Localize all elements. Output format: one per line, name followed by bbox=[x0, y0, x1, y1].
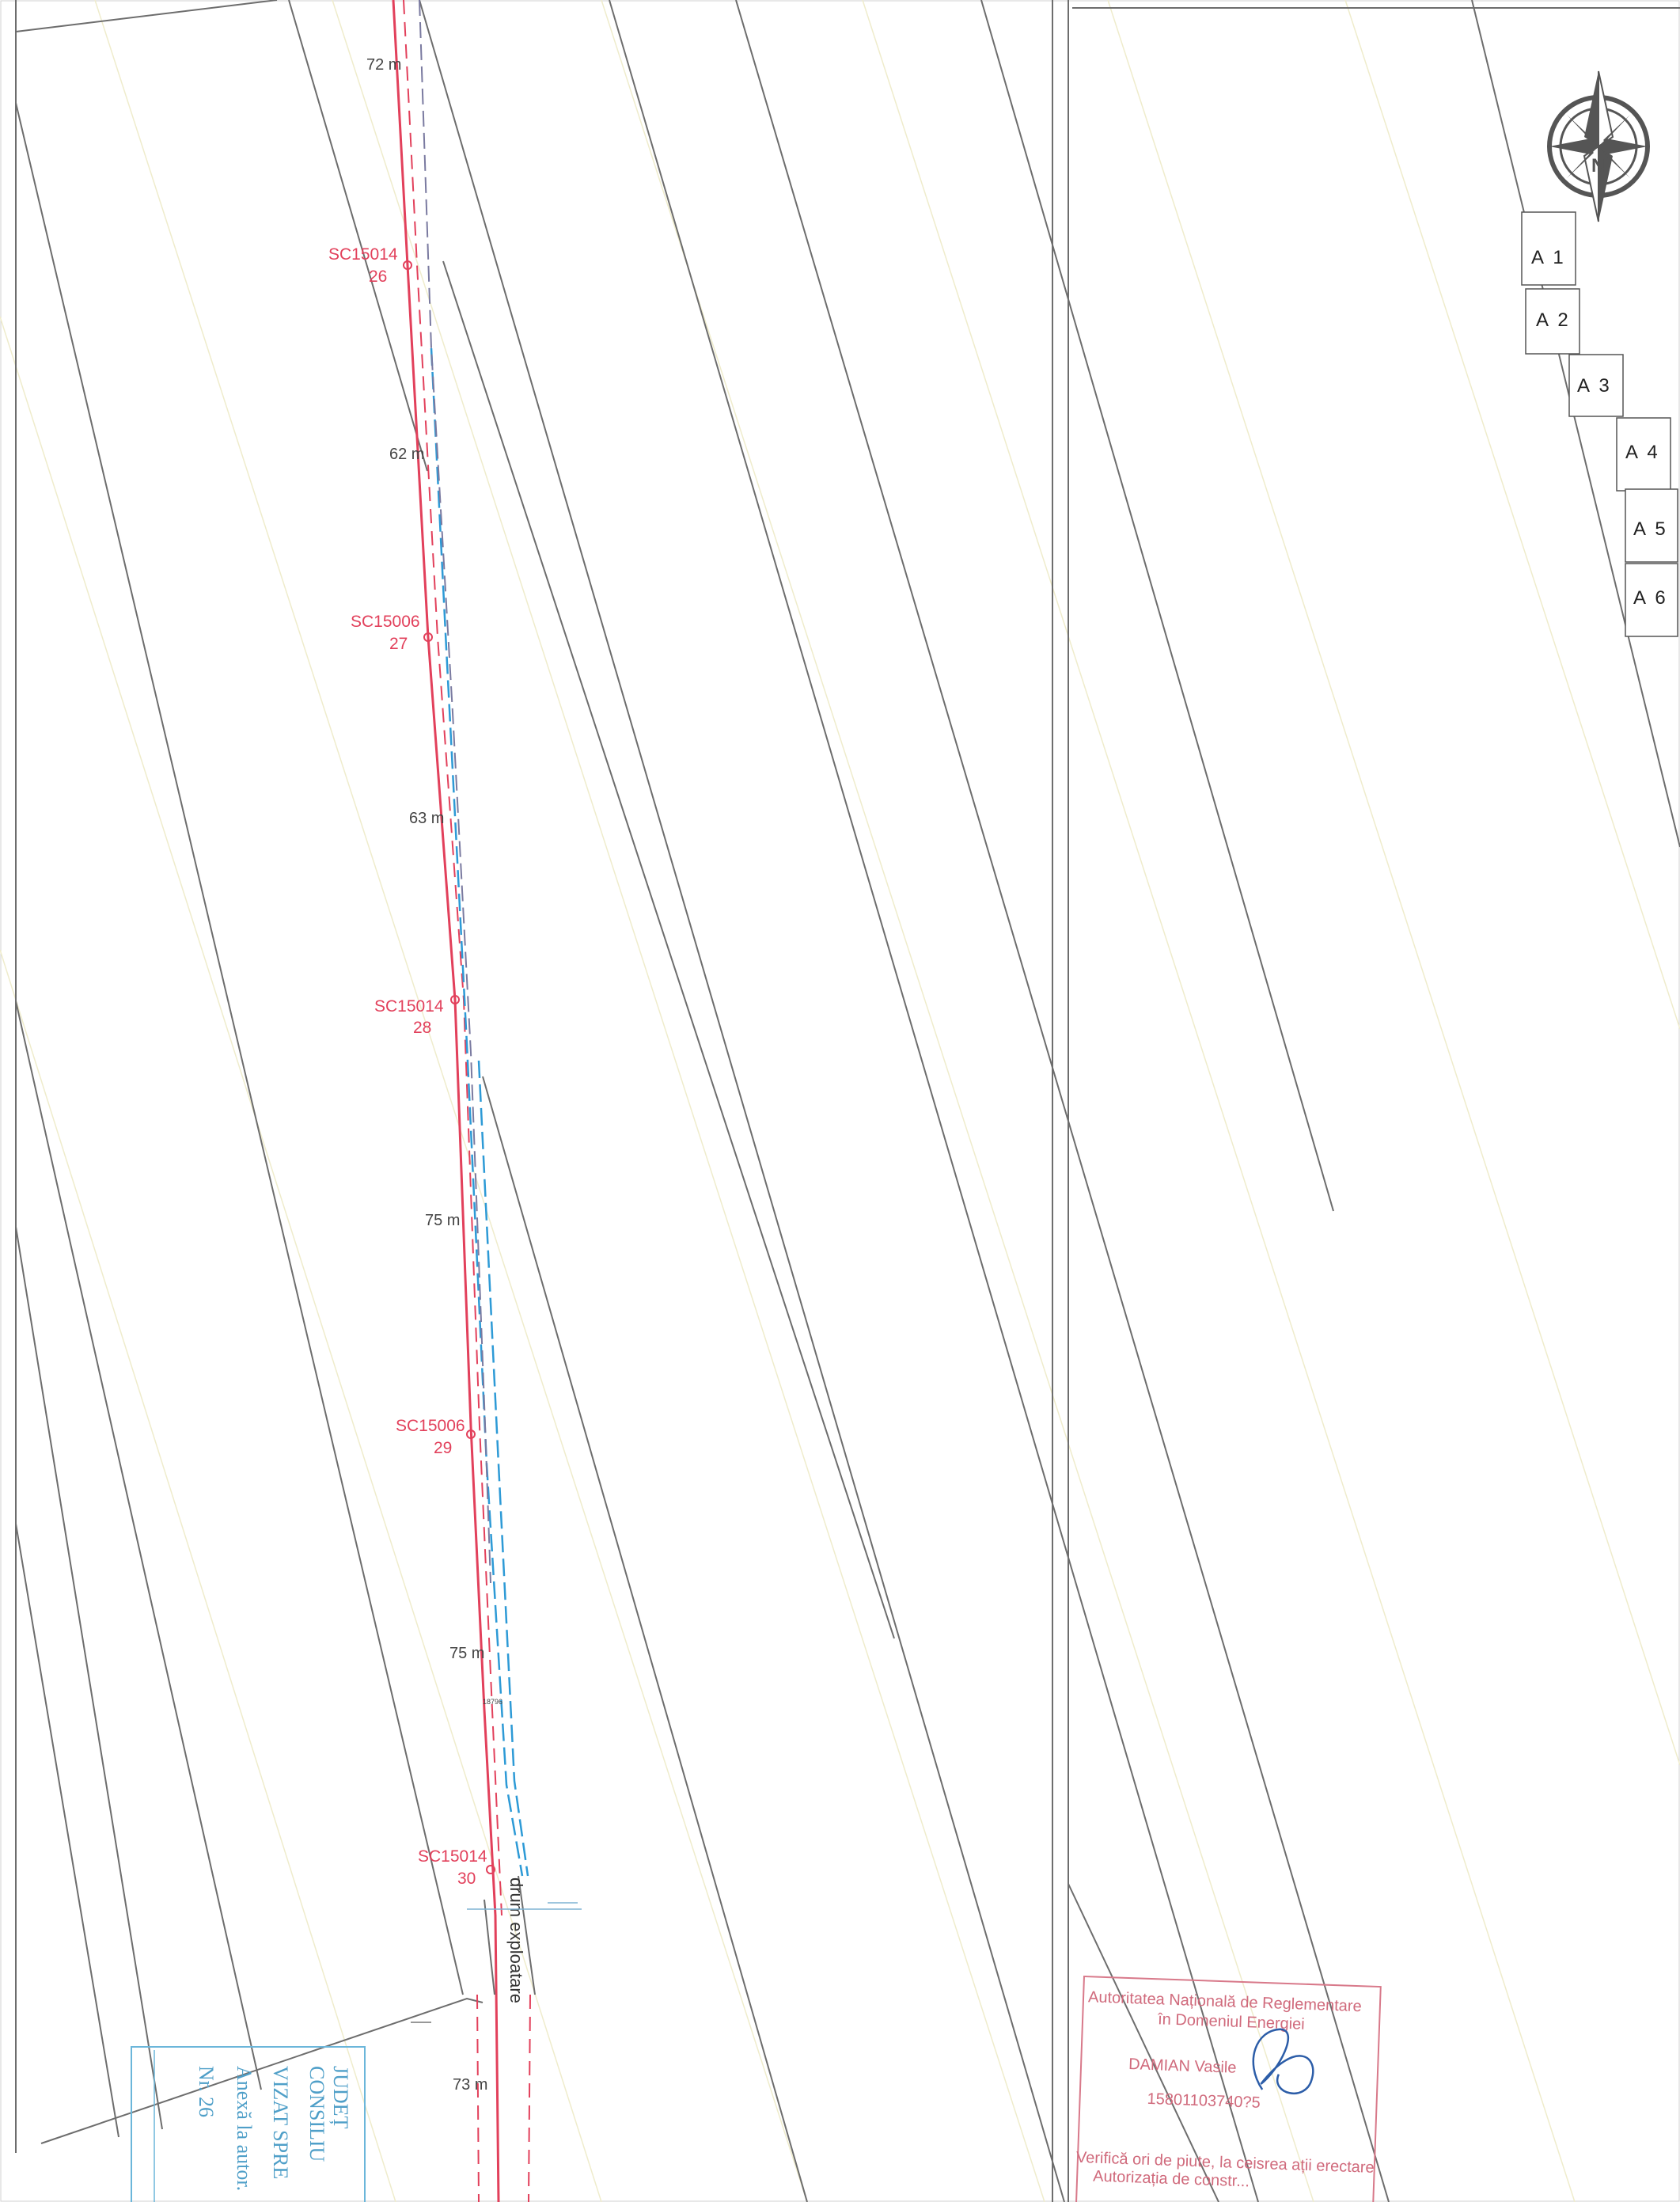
pole-29[interactable]: SC15006 29 bbox=[396, 1417, 476, 1457]
pole-code: SC15014 bbox=[418, 1847, 487, 1866]
pole-27[interactable]: SC15006 27 bbox=[351, 613, 433, 653]
sheet-index: A 1 A 2 A 3 A 4 A 5 A 6 bbox=[1521, 211, 1678, 637]
span-distance-label: 63 m bbox=[409, 810, 444, 827]
north-arrow: N bbox=[1547, 70, 1650, 222]
signature bbox=[1252, 2028, 1314, 2094]
sheet-a2[interactable]: A 2 bbox=[1525, 288, 1580, 355]
council-stamp-line: Anexă la autor. bbox=[233, 2066, 256, 2191]
span-distance-label: 75 m bbox=[449, 1645, 484, 1662]
pole-code: SC15006 bbox=[351, 613, 420, 631]
council-stamp-line: Nr. 26 bbox=[195, 2066, 218, 2117]
pole-26[interactable]: SC15014 26 bbox=[328, 245, 412, 286]
sheet-a6[interactable]: A 6 bbox=[1625, 563, 1678, 637]
pole-28[interactable]: SC15014 28 bbox=[374, 995, 460, 1037]
pole-number: 28 bbox=[413, 1019, 431, 1037]
span-distance-label: 72 m bbox=[366, 56, 401, 74]
parcel-boundaries bbox=[15, 0, 1680, 2202]
road-lines bbox=[419, 0, 536, 1995]
pole-number: 30 bbox=[457, 1870, 476, 1888]
council-stamp: JUDEȚ CONSILIU VIZAT SPRE Anexă la autor… bbox=[131, 2046, 366, 2202]
pole-number: 29 bbox=[434, 1439, 452, 1457]
sheet-a3[interactable]: A 3 bbox=[1568, 354, 1624, 417]
sheet-a1[interactable]: A 1 bbox=[1521, 211, 1576, 286]
span-distances: 72 m 62 m 63 m 75 m 75 m 73 m bbox=[366, 56, 487, 2094]
span-distance-label: 73 m bbox=[453, 2076, 487, 2094]
pole-code: SC15006 bbox=[396, 1417, 465, 1435]
council-stamp-line: JUDEȚ bbox=[329, 2066, 352, 2129]
sheet-label: A 1 bbox=[1531, 247, 1566, 268]
sheet-a5[interactable]: A 5 bbox=[1625, 488, 1678, 563]
span-distance-label: 62 m bbox=[389, 446, 424, 463]
pole-code: SC15014 bbox=[374, 997, 444, 1016]
sheet-label: A 6 bbox=[1633, 587, 1668, 609]
sheet-label: A 4 bbox=[1625, 442, 1660, 463]
anre-stamp-name: DAMIAN Vasile bbox=[1128, 2056, 1237, 2077]
council-stamp-line: VIZAT SPRE bbox=[269, 2066, 292, 2179]
sheet-a4[interactable]: A 4 bbox=[1616, 417, 1671, 492]
sheet-label: A 3 bbox=[1577, 375, 1612, 397]
sheet-label: A 2 bbox=[1536, 309, 1571, 331]
road-label: drum exploatare bbox=[506, 1877, 526, 2003]
parcel-number: 18796 bbox=[483, 1698, 502, 1706]
sheet-label: A 5 bbox=[1633, 518, 1668, 540]
pole-30[interactable]: SC15014 30 bbox=[418, 1847, 495, 1888]
council-stamp-line: CONSILIU bbox=[305, 2066, 328, 2162]
poles: SC15014 26 SC15006 27 SC15014 28 SC15006… bbox=[328, 245, 495, 1888]
north-letter: N bbox=[1591, 155, 1605, 177]
pole-code: SC15014 bbox=[328, 245, 398, 264]
anre-stamp-number: 15801103740?5 bbox=[1147, 2090, 1261, 2112]
road-marks bbox=[411, 1902, 582, 2023]
span-distance-label: 75 m bbox=[425, 1212, 460, 1229]
pole-number: 27 bbox=[389, 635, 408, 653]
pole-number: 26 bbox=[369, 268, 387, 286]
anre-stamp: Autoritatea Națională de Reglementare în… bbox=[1075, 1975, 1382, 2202]
